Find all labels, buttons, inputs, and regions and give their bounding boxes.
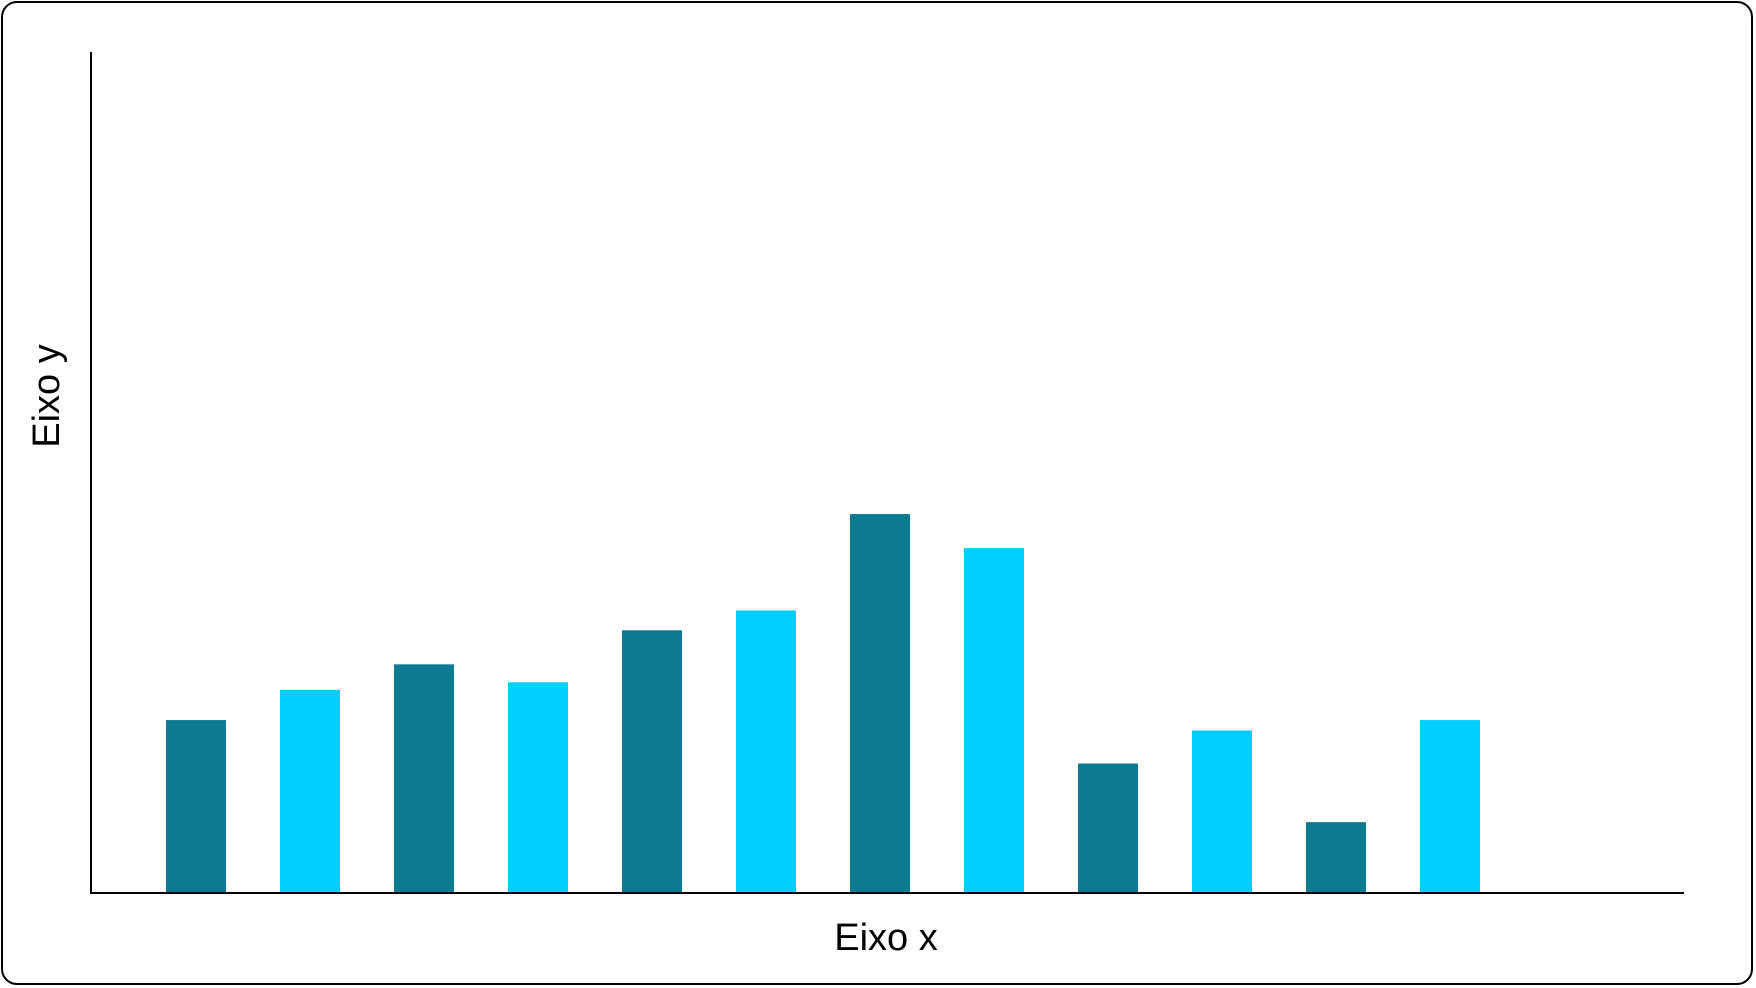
bar-2 [280,689,340,893]
bar-9 [1078,763,1138,893]
bar-3 [394,664,454,893]
bar-1 [166,720,226,893]
bar-chart: Eixo x Eixo y [26,52,1684,959]
bar-8 [964,548,1024,893]
bar-11 [1306,822,1366,893]
x-axis-label: Eixo x [834,917,937,959]
bar-4 [508,682,568,893]
bars-group [166,514,1480,893]
bar-5 [622,630,682,893]
y-axis-label: Eixo y [26,344,68,447]
bar-10 [1192,730,1252,893]
bar-12 [1420,720,1480,893]
bar-7 [850,514,910,893]
bar-6 [736,610,796,893]
